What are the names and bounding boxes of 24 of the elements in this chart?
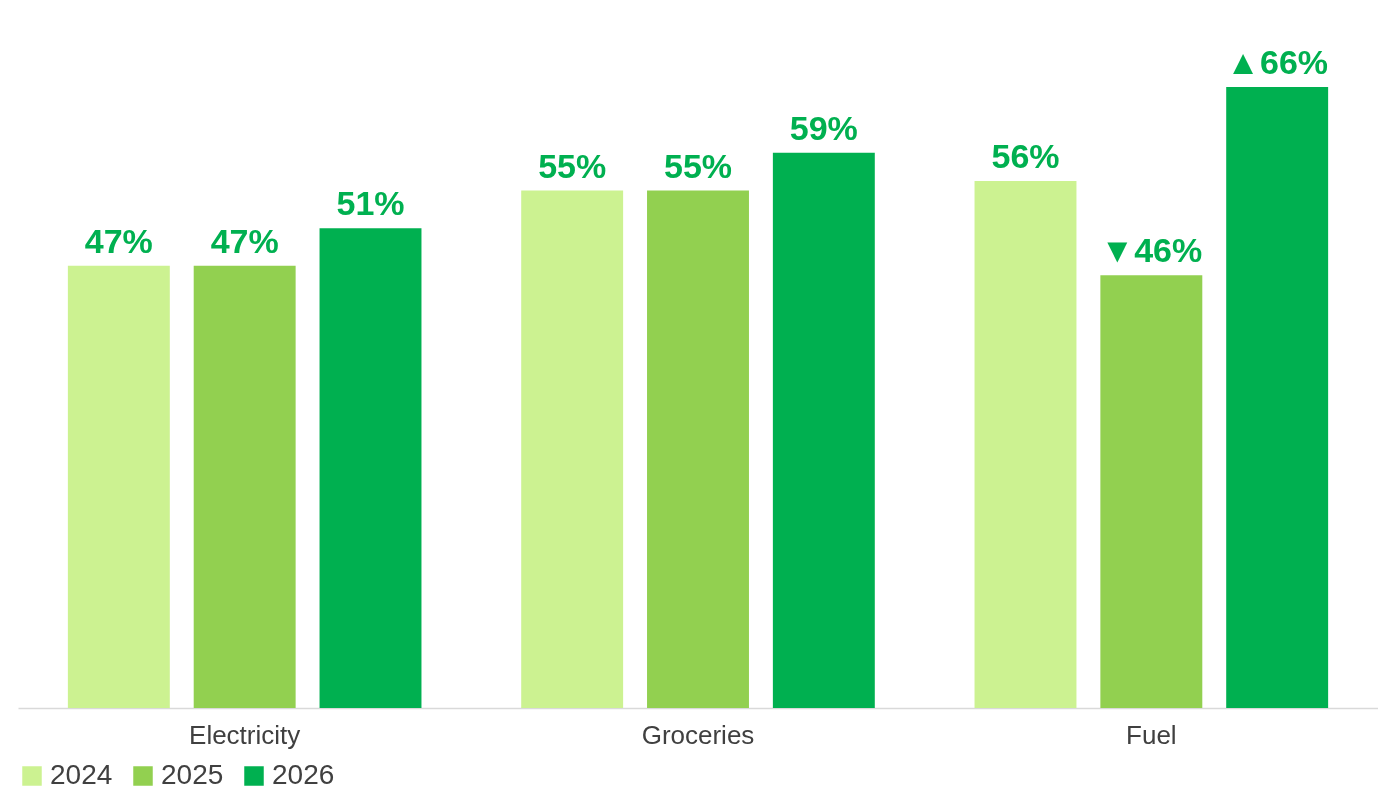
data-label: 47%: [210, 221, 279, 260]
data-label: ▲66%: [1226, 43, 1329, 81]
x-tick-label: Electricity: [189, 719, 301, 750]
data-label: ▼46%: [1100, 231, 1203, 270]
bar: [1226, 87, 1329, 708]
bar: [974, 181, 1077, 708]
x-tick-label: Fuel: [1126, 719, 1177, 750]
legend-label: 2026: [272, 759, 335, 790]
bar: [67, 265, 170, 708]
bar: [193, 265, 296, 708]
data-label: 51%: [336, 184, 405, 223]
data-label: 56%: [991, 137, 1060, 176]
bar: [647, 190, 749, 708]
legend-label: 2024: [50, 759, 113, 790]
data-label: 55%: [538, 146, 607, 185]
bar: [772, 152, 875, 708]
bar: [1100, 275, 1203, 708]
legend-label: 2025: [161, 759, 224, 790]
data-label: 47%: [84, 221, 153, 260]
bar: [319, 228, 422, 708]
data-label: 59%: [789, 108, 858, 147]
x-tick-label: Groceries: [641, 719, 755, 750]
bar: [521, 190, 624, 708]
data-label: 55%: [663, 146, 733, 185]
